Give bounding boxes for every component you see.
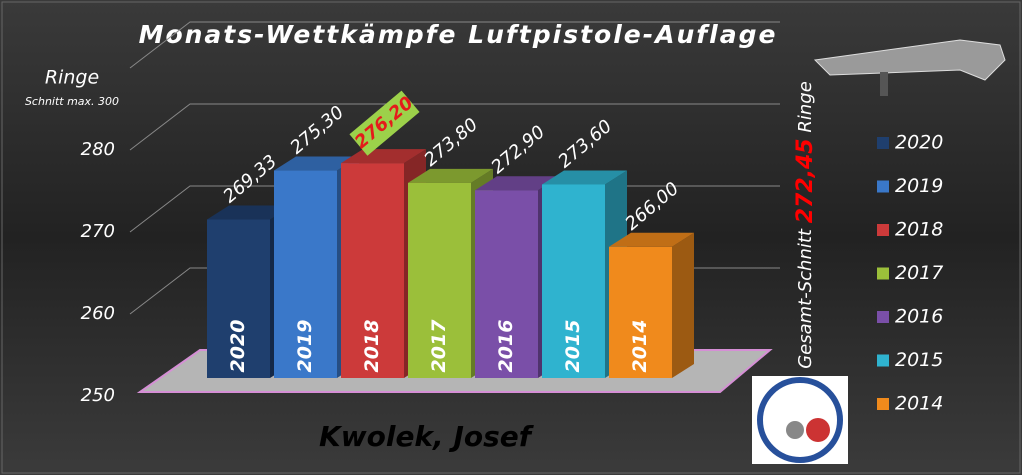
club-logo [752,376,848,464]
y-tick-label: 250 [81,385,115,406]
bar-category-label: 2019 [294,320,316,373]
average-suffix: Ringe [795,81,816,132]
legend-swatch [877,355,889,367]
legend-swatch [877,137,889,149]
caption: Kwolek, Josef [319,420,535,453]
y-tick-label: 270 [81,221,115,242]
bar-category-label: 2017 [428,319,450,373]
legend-label: 2020 [895,132,943,154]
legend-swatch [877,311,889,323]
legend-label: 2015 [895,349,943,371]
legend-label: 2018 [895,219,943,241]
bar-category-label: 2018 [361,320,383,373]
y-axis-sublabel: Schnitt max. 300 [25,95,119,108]
bar-side [672,233,694,378]
legend-label: 2016 [895,306,943,328]
y-tick-label: 260 [81,303,115,324]
bar-category-label: 2015 [562,320,584,373]
legend-label: 2014 [895,393,943,415]
y-tick-label: 280 [81,139,115,160]
bar-category-label: 2020 [227,320,249,373]
average-annotation: Gesamt-Schnitt 272,45 Ringe [793,81,818,369]
chart-title: Monats-Wettkämpfe Luftpistole-Auflage [139,20,778,49]
legend-label: 2019 [895,175,943,197]
legend-swatch [877,268,889,280]
legend-swatch [877,398,889,410]
bar-category-label: 2016 [495,320,517,373]
average-prefix: Gesamt-Schnitt [795,228,816,369]
legend-swatch [877,181,889,193]
y-axis-label: Ringe [45,67,99,89]
legend-swatch [877,224,889,236]
chart: Monats-Wettkämpfe Luftpistole-Auflage Ri… [0,0,1022,475]
bar-category-label: 2014 [629,320,651,373]
legend-label: 2017 [895,262,943,284]
average-value: 272,45 [793,138,818,223]
